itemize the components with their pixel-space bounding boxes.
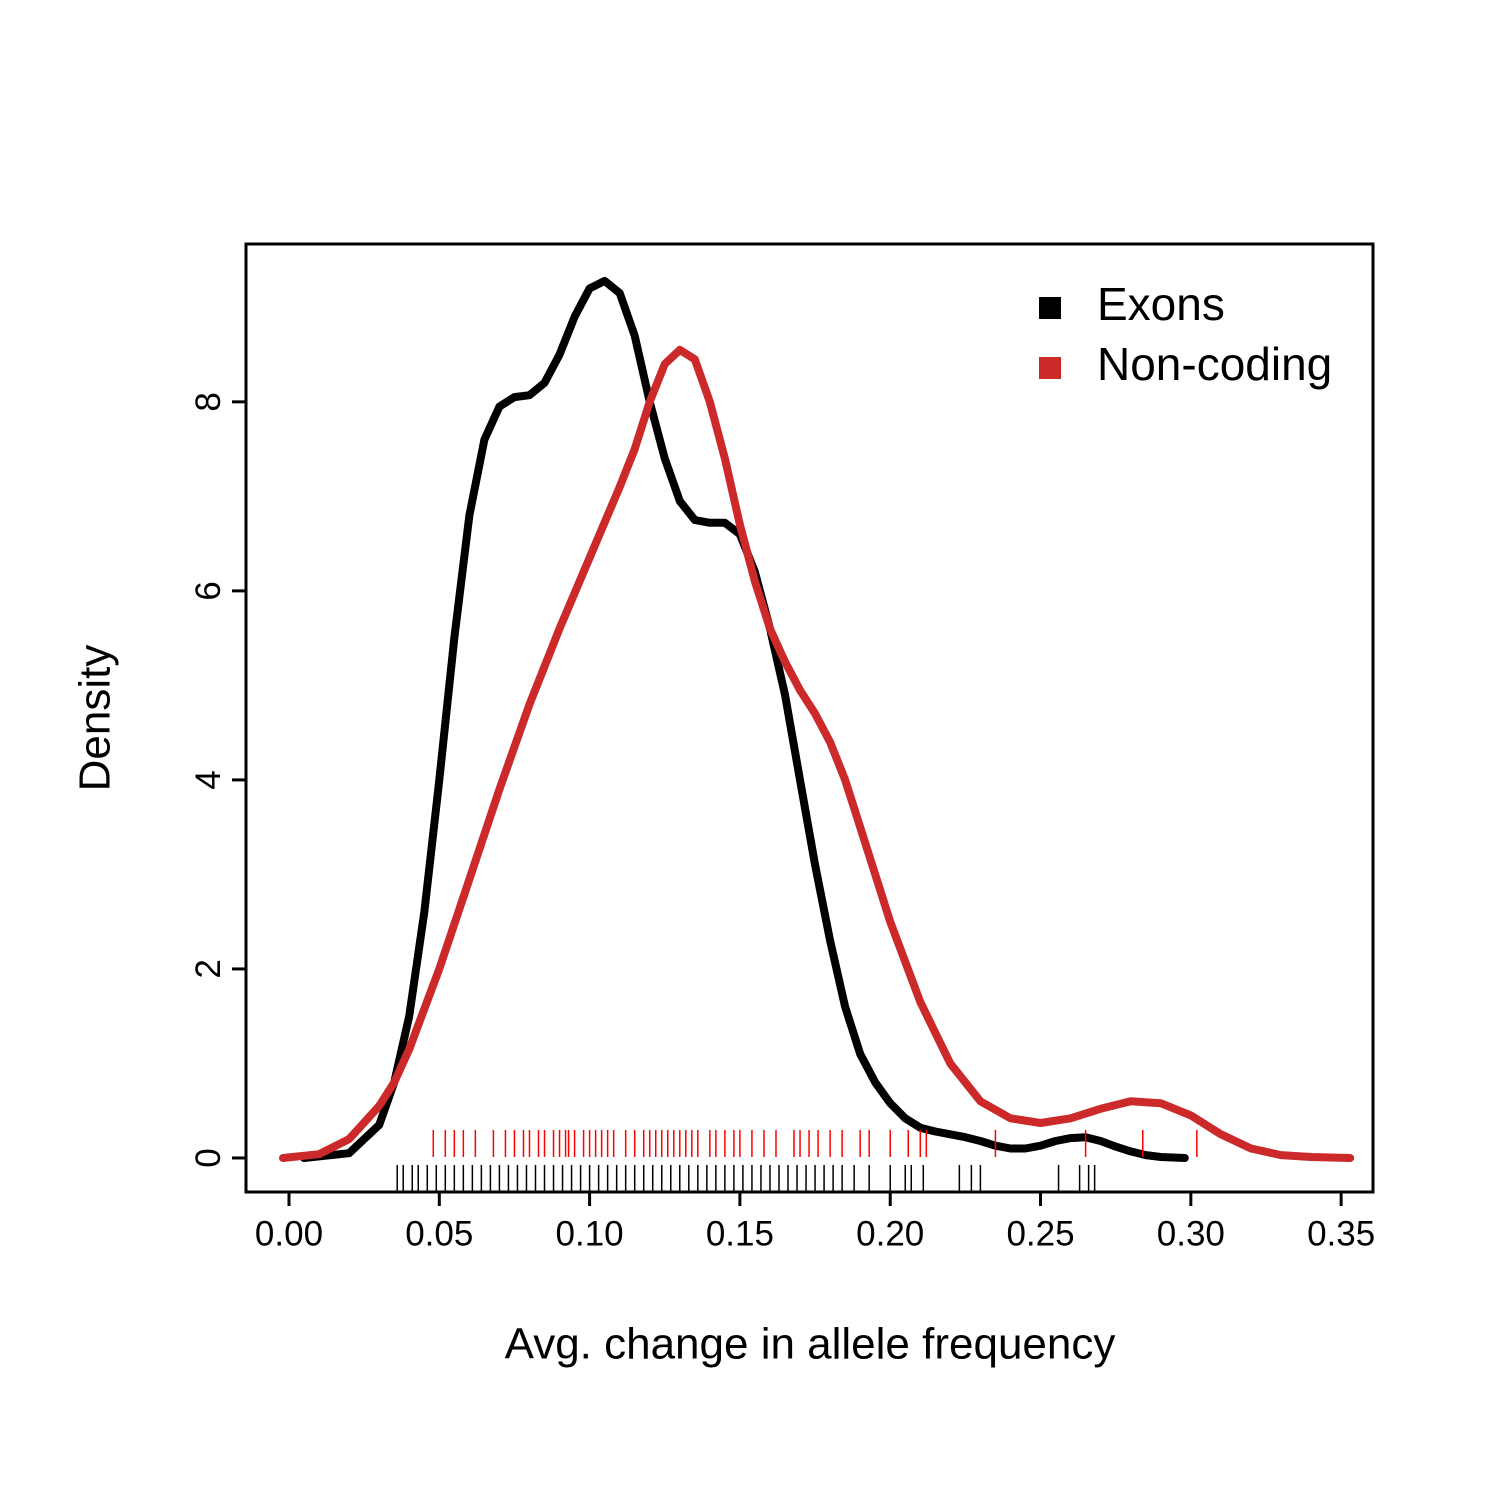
x-tick-label: 0.10 (556, 1214, 624, 1253)
x-axis-title: Avg. change in allele frequency (505, 1320, 1116, 1369)
y-tick-label: 0 (189, 1148, 228, 1167)
legend-label: Exons (1097, 278, 1225, 330)
density-line (300, 276, 1189, 1162)
plot-frame (244, 242, 1375, 1194)
y-tick-label: 2 (189, 959, 228, 978)
x-tick-label: 0.05 (405, 1214, 473, 1253)
density-line (279, 345, 1355, 1162)
y-tick-label: 6 (189, 581, 228, 600)
y-tick-label: 4 (189, 770, 228, 789)
x-tick-label: 0.20 (856, 1214, 924, 1253)
y-axis-title: Density (71, 645, 120, 792)
x-tick-label: 0.00 (255, 1214, 323, 1253)
legend-label: Non-coding (1097, 338, 1332, 390)
x-tick-label: 0.35 (1307, 1214, 1375, 1253)
legend-swatch (1039, 357, 1061, 379)
x-tick-label: 0.25 (1006, 1214, 1074, 1253)
x-tick-label: 0.30 (1157, 1214, 1225, 1253)
legend-swatch (1039, 297, 1061, 319)
x-tick-label: 0.15 (706, 1214, 774, 1253)
y-tick-label: 8 (189, 392, 228, 411)
